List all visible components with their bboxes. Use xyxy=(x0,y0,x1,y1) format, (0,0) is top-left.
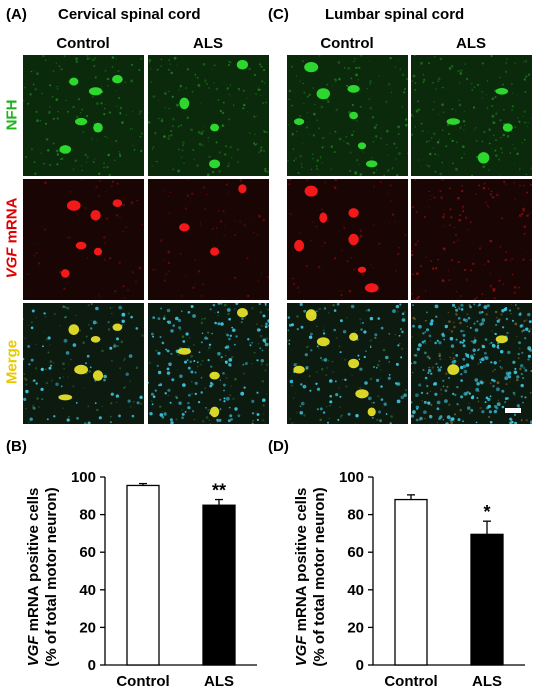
chart-d-ytick-label-100: 100 xyxy=(339,469,364,486)
panel-a-col-control: Control xyxy=(56,35,110,52)
micrograph-cervical-als-merge xyxy=(148,303,269,424)
chart-b-ytick-label-60: 60 xyxy=(79,544,96,561)
chart-b-bar-als xyxy=(202,504,236,666)
row-label-merge: Merge xyxy=(3,339,21,385)
panel-a-title: Cervical spinal cord xyxy=(58,6,201,23)
micrograph-cervical-control-vgf xyxy=(23,179,144,300)
panel-c-col-control: Control xyxy=(320,35,374,52)
chart-d-ytick-label-80: 80 xyxy=(347,507,364,524)
micrograph-cervical-als-vgf xyxy=(148,179,269,300)
row-label-vgf-mrna: VGF mRNA xyxy=(3,197,21,279)
chart-b-ytick-label-100: 100 xyxy=(71,469,96,486)
chart-b-xlabel-als: ALS xyxy=(204,673,234,690)
chart-d-xlabel-als: ALS xyxy=(472,673,502,690)
panel-c-letter: (C) xyxy=(268,6,289,23)
panel-c-title: Lumbar spinal cord xyxy=(325,6,465,23)
chart-d-ytick-label-20: 20 xyxy=(347,619,364,636)
chart-b-ylabel: VGF mRNA positive cells xyxy=(25,488,42,667)
chart-d-bar-als xyxy=(470,533,504,666)
chart-b-ytick-label-80: 80 xyxy=(79,507,96,524)
chart-d-xlabel-control: Control xyxy=(384,673,437,690)
chart-d-ytick-label-40: 40 xyxy=(347,582,364,599)
row-label-nfh: NFH xyxy=(3,99,21,131)
micrograph-cervical-control-merge xyxy=(23,303,144,424)
chart-b-ytick-label-0: 0 xyxy=(88,657,96,674)
bar-chart-b: VGF mRNA positive cells (% of total motor… xyxy=(25,469,257,690)
chart-d-bar-control xyxy=(394,498,428,666)
chart-b-ytick-label-20: 20 xyxy=(79,619,96,636)
chart-d-ylabel: VGF mRNA positive cells xyxy=(293,488,310,667)
panel-a-letter: (A) xyxy=(6,6,27,23)
micrograph-lumbar-als-merge xyxy=(411,303,532,424)
micrograph-cervical-als-nfh xyxy=(148,55,269,176)
panel-a-col-als: ALS xyxy=(193,35,223,52)
chart-b-ytick-label-40: 40 xyxy=(79,582,96,599)
panel-d-letter: (D) xyxy=(268,438,289,455)
panel-c-col-als: ALS xyxy=(456,35,486,52)
chart-b-xlabel-control: Control xyxy=(116,673,169,690)
micrograph-cervical-control-nfh xyxy=(23,55,144,176)
chart-d-ytick-label-60: 60 xyxy=(347,544,364,561)
chart-b-bar-control xyxy=(126,484,160,666)
chart-d-ytick-label-0: 0 xyxy=(356,657,364,674)
micrograph-lumbar-als-vgf xyxy=(411,179,532,300)
micrograph-lumbar-als-nfh xyxy=(411,55,532,176)
micrograph-lumbar-control-nfh xyxy=(287,55,408,176)
chart-b-significance-als: ** xyxy=(212,481,226,501)
panel-b-letter: (B) xyxy=(6,438,27,455)
micrograph-lumbar-control-merge xyxy=(287,303,408,424)
chart-b-ylabel-line2: (% of total motor neuron) xyxy=(43,487,60,666)
chart-d-ylabel-line2: (% of total motor neuron) xyxy=(311,487,328,666)
scale-bar xyxy=(505,408,521,413)
bar-chart-d: VGF mRNA positive cells (% of total motor… xyxy=(293,469,525,690)
chart-d-significance-als: * xyxy=(483,502,490,522)
micrograph-lumbar-control-vgf xyxy=(287,179,408,300)
